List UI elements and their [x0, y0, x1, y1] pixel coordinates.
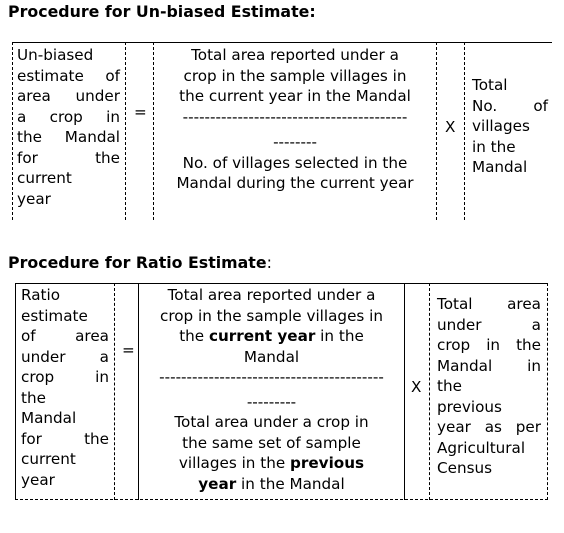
numerator-line: Total area reported under a [167, 286, 376, 304]
table2-divider-1 [114, 283, 115, 500]
table2-top-border [15, 283, 548, 284]
table2-right-border [547, 283, 548, 500]
table2-left-border [15, 283, 16, 500]
denominator-line: the same set of sample [182, 433, 361, 452]
table1-divider-3 [436, 42, 437, 220]
equals-sign: = [122, 341, 135, 359]
denominator-line: Mandal during the current year [176, 174, 414, 192]
denominator-line: year in the Mandal [198, 474, 345, 493]
unbiased-estimate-label: Un-biased estimate of area under a crop … [17, 46, 120, 208]
numerator-line: the current year in the [179, 327, 364, 345]
numerator-line: the current year in the Mandal [179, 87, 411, 105]
numerator-line: Mandal [243, 347, 300, 366]
table1-divider-1 [125, 42, 126, 220]
multiply-sign: X [411, 378, 422, 396]
table1-divider-4 [464, 42, 465, 220]
numerator-line: crop in the sample villages in [183, 66, 407, 85]
denominator-line: No. of villages selected in the [182, 153, 408, 172]
numerator-line: crop in the sample villages in [159, 306, 383, 325]
equals-sign: = [134, 103, 147, 121]
fraction-bar: --------- [246, 392, 297, 411]
table1-top-border [12, 42, 552, 43]
heading-unbiased: Procedure for Un-biased Estimate: [8, 2, 316, 21]
table2-divider-2 [138, 283, 139, 500]
fraction-bar: ----------------------------------------… [182, 107, 408, 126]
ratio-fraction: Total area reported under a crop in the … [141, 285, 402, 494]
table2-bottom-border [15, 499, 548, 500]
ratio-estimate-label: Ratio estimate of area under a crop in t… [21, 286, 109, 489]
multiply-sign: X [445, 118, 456, 136]
table2-divider-4 [429, 283, 430, 500]
unbiased-fraction: Total area reported under a crop in the … [156, 45, 434, 194]
table1-left-border [12, 42, 13, 220]
total-villages-label: Total No. of villages in the Mandal [472, 76, 548, 176]
table2-divider-3 [404, 283, 405, 500]
heading-ratio: Procedure for Ratio Estimate: [8, 253, 272, 272]
fraction-bar: ----------------------------------------… [159, 368, 384, 386]
table1-divider-2 [153, 42, 154, 220]
agricultural-census-label: Total area under a crop in the Mandal in… [437, 295, 541, 477]
fraction-bar: -------- [273, 133, 317, 151]
numerator-line: Total area reported under a [191, 46, 399, 64]
denominator-line: villages in the previous [178, 454, 365, 472]
denominator-line: Total area under a crop in [174, 413, 369, 431]
